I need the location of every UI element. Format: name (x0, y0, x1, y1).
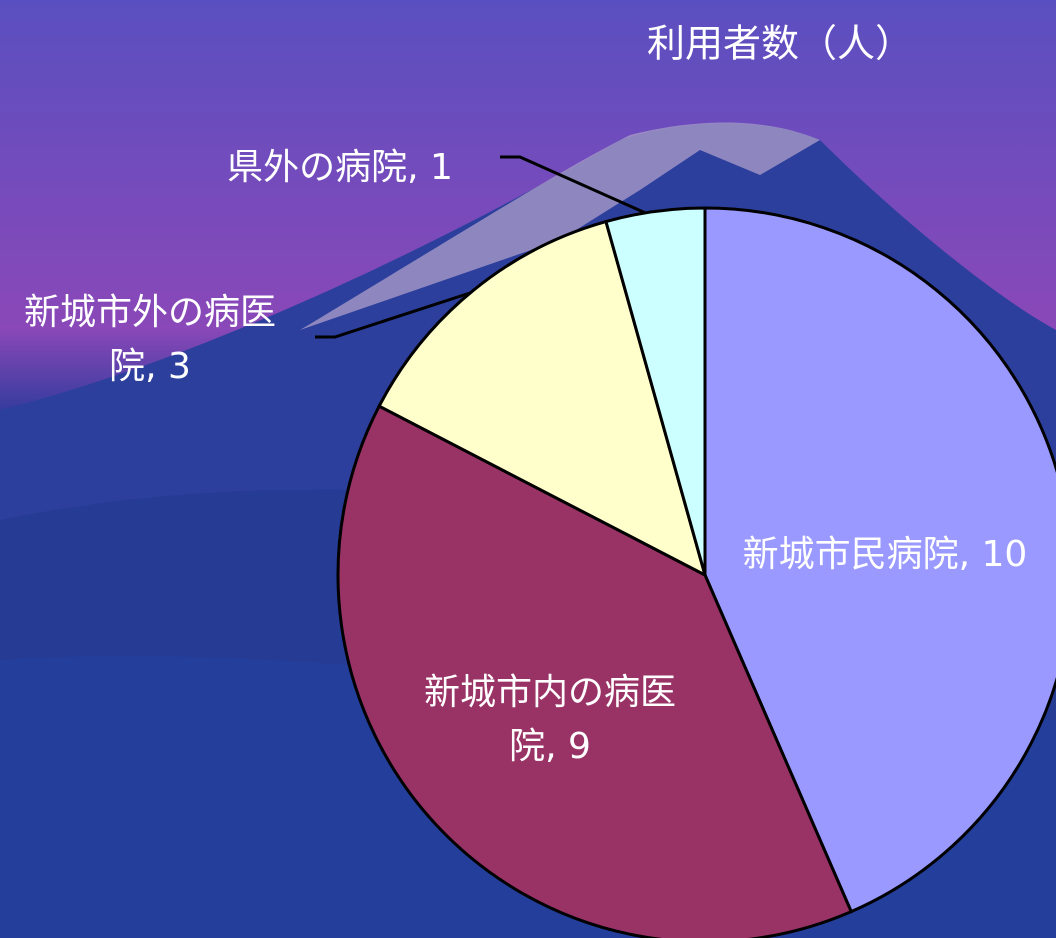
pie-slice (703, 206, 1056, 914)
pie-slice (336, 404, 854, 938)
leader-line (315, 291, 471, 339)
data-label: 新城市外の病医院, 3 (23, 292, 276, 387)
pie-slice (604, 206, 707, 576)
chart-title: 利用者数（人） (646, 21, 914, 66)
data-label: 新城市民病院, 10 (742, 534, 1028, 575)
leader-line (500, 155, 651, 217)
pie (336, 206, 1056, 938)
snow (300, 122, 820, 330)
pie-slice (377, 219, 708, 578)
data-label: 県外の病院, 1 (227, 147, 453, 188)
data-label: 新城市内の病医院, 9 (423, 672, 676, 767)
